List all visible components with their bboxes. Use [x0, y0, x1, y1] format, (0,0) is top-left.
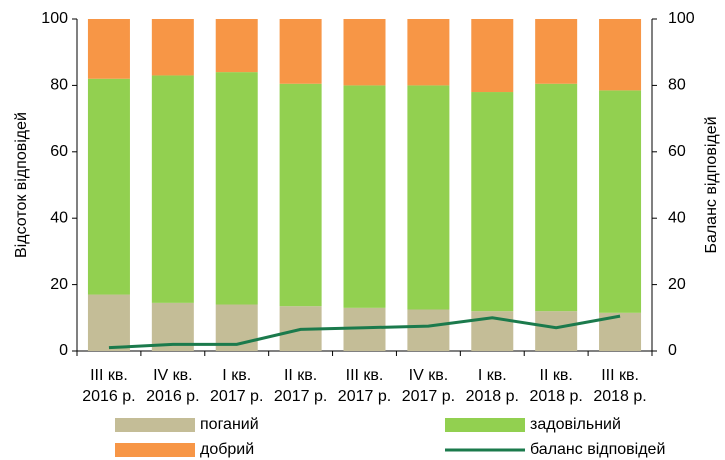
- x-tick-label: 2018 р.: [593, 388, 646, 405]
- bar-segment: [471, 92, 514, 312]
- bar-segment: [279, 83, 322, 307]
- y-tick-label: 100: [41, 10, 68, 27]
- y2-tick-label: 80: [668, 77, 686, 94]
- x-tick-label: 2018 р.: [466, 388, 519, 405]
- legend-label: задовільний: [530, 416, 621, 433]
- x-tick-label: І кв.: [478, 367, 507, 384]
- bar-segment: [535, 19, 578, 84]
- x-tick-label: ІІІ кв.: [601, 367, 639, 384]
- x-tick-label: ІV кв.: [153, 367, 193, 384]
- x-tick-label: 2017 р.: [402, 388, 455, 405]
- x-tick-label: 2016 р.: [82, 388, 135, 405]
- bar-segment: [87, 78, 130, 295]
- bar-segment: [215, 19, 258, 73]
- legend-label: поганий: [200, 416, 259, 433]
- bar-segment: [407, 19, 450, 86]
- y2-tick-label: 60: [668, 143, 686, 160]
- y2-tick-label: 40: [668, 209, 686, 226]
- legend-label: баланс відповідей: [530, 441, 665, 458]
- x-tick-label: 2017 р.: [210, 388, 263, 405]
- bar-segment: [599, 90, 642, 313]
- legend-label: добрий: [200, 441, 254, 458]
- bar-segment: [599, 19, 642, 91]
- bar-segment: [535, 311, 578, 351]
- bar-segment: [151, 75, 194, 303]
- y2-tick-label: 100: [668, 10, 695, 27]
- y2-tick-label: 0: [668, 342, 677, 359]
- bar-segment: [407, 85, 450, 310]
- y2-tick-label: 20: [668, 276, 686, 293]
- balance-line: [108, 314, 621, 350]
- y-tick-label: 20: [50, 276, 68, 293]
- y-tick-label: 0: [59, 342, 68, 359]
- x-tick-label: 2017 р.: [338, 388, 391, 405]
- x-tick-label: ІІІ кв.: [346, 367, 384, 384]
- y-tick-label: 80: [50, 77, 68, 94]
- bar-segment: [343, 19, 386, 86]
- x-tick-label: ІV кв.: [409, 367, 449, 384]
- bar-segment: [535, 83, 578, 312]
- bar-segment: [471, 19, 514, 93]
- x-tick-label: 2016 р.: [146, 388, 199, 405]
- bar-segment: [87, 294, 130, 351]
- bar-segment: [343, 85, 386, 308]
- x-tick-label: ІІ кв.: [284, 367, 317, 384]
- legend-swatch: [115, 443, 195, 457]
- bar-segment: [215, 72, 258, 305]
- y-tick-label: 60: [50, 143, 68, 160]
- y2-axis-label: Баланс відповідей: [703, 116, 720, 253]
- x-tick-label: 2018 р.: [529, 388, 582, 405]
- y-tick-label: 40: [50, 209, 68, 226]
- x-tick-label: І кв.: [222, 367, 251, 384]
- bar-segment: [87, 19, 130, 79]
- x-tick-label: 2017 р.: [274, 388, 327, 405]
- y-axis-label: Відсоток відповідей: [13, 112, 30, 258]
- legend-swatch: [445, 418, 525, 432]
- x-tick-label: ІІ кв.: [540, 367, 573, 384]
- x-tick-label: ІІІ кв.: [90, 367, 128, 384]
- legend-swatch: [115, 418, 195, 432]
- bar-segment: [279, 19, 322, 84]
- bar-segment: [151, 19, 194, 76]
- bar-segment: [407, 309, 450, 351]
